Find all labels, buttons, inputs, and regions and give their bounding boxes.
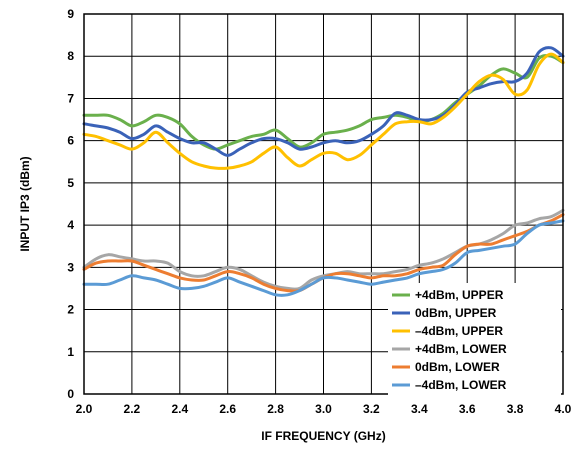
legend-label-4: +4dBm, LOWER <box>415 342 507 356</box>
legend-label-2: 0dBm, UPPER <box>415 306 497 320</box>
tick-labels: 2.0 2.2 2.4 2.6 2.8 3.0 3.2 3.4 3.6 3.8 4.0 0 1 2 3 4 5 6… <box>67 7 571 416</box>
y-tick-label: 7 <box>67 91 74 105</box>
y-axis-title: INPUT IP3 (dBm) <box>18 156 32 251</box>
y-tick-label: 8 <box>67 49 74 63</box>
y-tick-label: 1 <box>67 345 74 359</box>
legend-label-3: –4dBm, UPPER <box>415 324 503 338</box>
x-tick-label: 2.8 <box>267 402 284 416</box>
x-axis-title: IF FREQUENCY (GHz) <box>261 429 385 443</box>
series-lines <box>82 46 565 297</box>
legend: +4dBm, UPPER 0dBm, UPPER –4dBm, UPPER +4dBm… <box>388 283 561 395</box>
x-tick-label: 3.6 <box>459 402 476 416</box>
series-line-3 <box>82 52 565 170</box>
y-tick-label: 6 <box>67 134 74 148</box>
x-tick-label: 3.2 <box>363 402 380 416</box>
x-tick-label: 3.8 <box>507 402 524 416</box>
y-tick-label: 5 <box>67 176 74 190</box>
y-tick-label: 2 <box>67 303 74 317</box>
legend-box <box>388 283 561 395</box>
x-tick-label: 3.4 <box>411 402 428 416</box>
x-tick-label: 4.0 <box>555 402 572 416</box>
x-tick-label: 2.0 <box>76 402 93 416</box>
y-tick-label: 9 <box>67 7 74 21</box>
legend-label-1: +4dBm, UPPER <box>415 288 504 302</box>
legend-label-6: –4dBm, LOWER <box>415 378 507 392</box>
series-line-6 <box>82 219 565 297</box>
y-tick-label: 0 <box>67 387 74 401</box>
series-line-1 <box>82 54 565 151</box>
y-tick-label: 4 <box>67 218 74 232</box>
x-tick-label: 2.2 <box>124 402 141 416</box>
x-tick-label: 2.6 <box>219 402 236 416</box>
x-tick-label: 3.0 <box>315 402 332 416</box>
plot-frame <box>83 13 564 395</box>
y-tick-label: 3 <box>67 260 74 274</box>
legend-label-5: 0dBm, LOWER <box>415 360 500 374</box>
x-tick-label: 2.4 <box>171 402 188 416</box>
series-line-2 <box>82 46 565 157</box>
